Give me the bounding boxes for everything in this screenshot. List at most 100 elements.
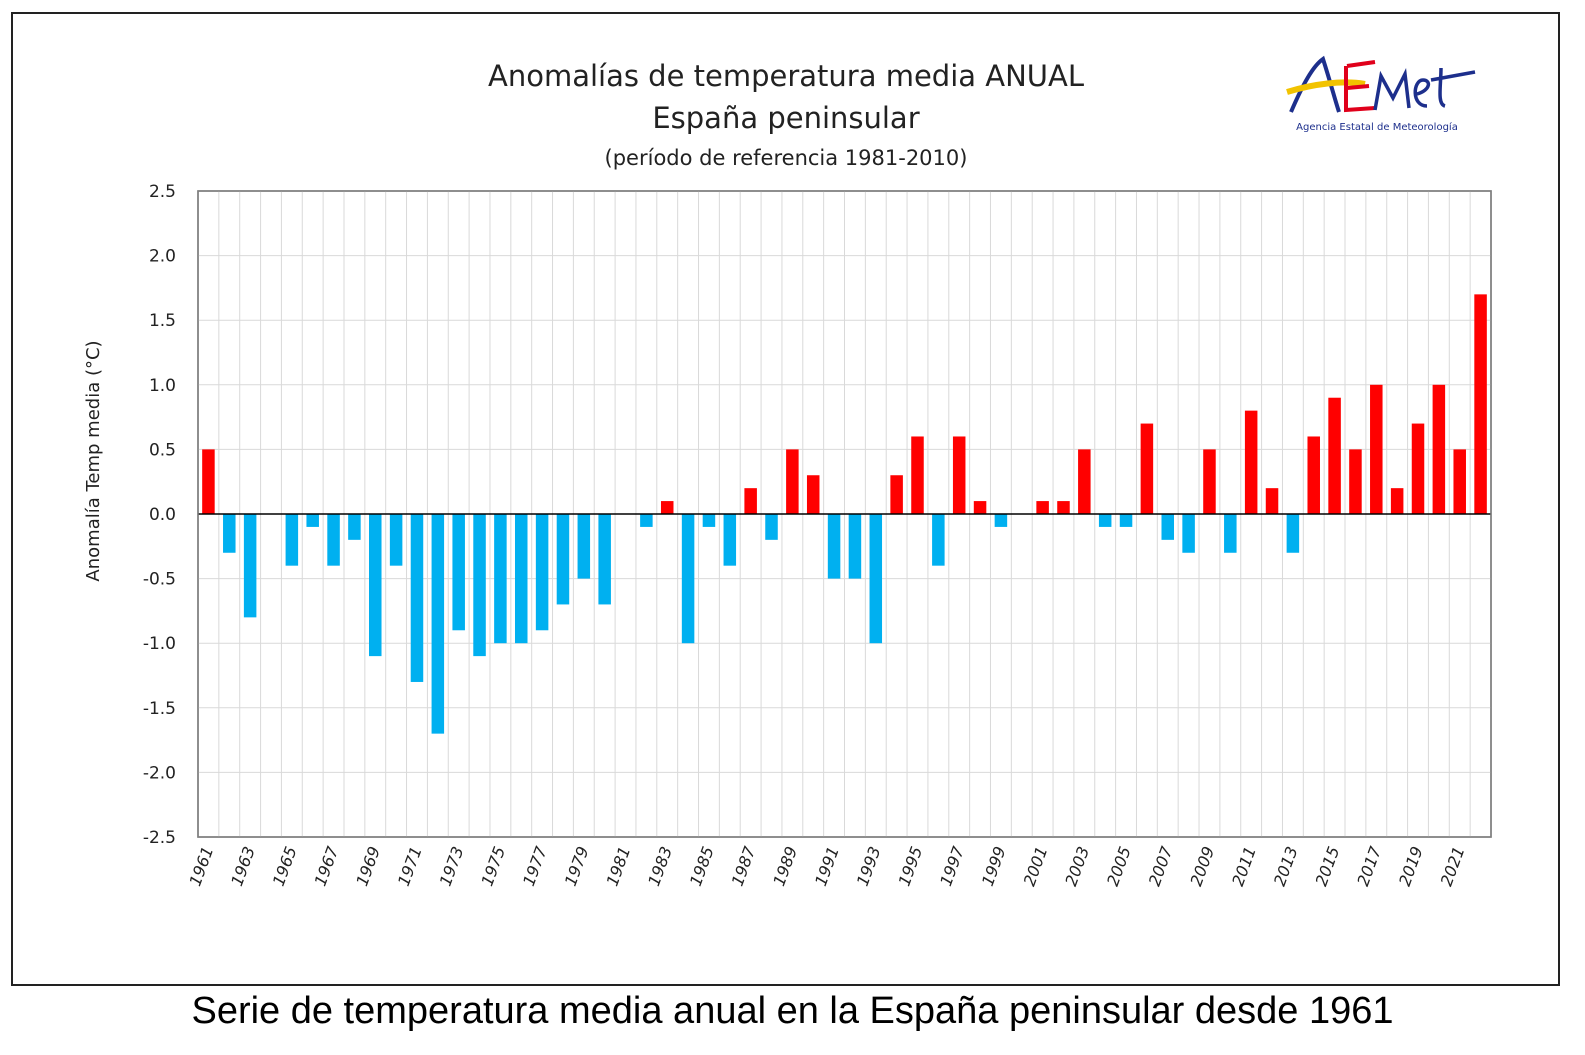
bar-2010 [1224, 514, 1237, 553]
x-tick-label: 2005 [1103, 844, 1135, 889]
bar-2014 [1307, 436, 1320, 514]
x-tick-label: 1979 [561, 844, 593, 889]
bar-2013 [1286, 514, 1300, 553]
x-axis-ticks: 1961 1963 1965 1967 1969 1971 1973 1975 1977 1979… [185, 843, 1468, 889]
y-axis-ticks: 2.5 2.0 1.5 1.0 0.5 0.0 -0.5 -1.0 -1.5 -2.0 -2.5 [143, 182, 176, 848]
x-tick-label: 2007 [1145, 843, 1177, 889]
x-tick-label: 1961 [185, 844, 217, 889]
x-tick-label: 1999 [978, 844, 1010, 889]
x-tick-label: 1991 [811, 844, 843, 889]
bar-2003 [1078, 449, 1091, 514]
chart-frame: Anomalías de temperatura media ANUAL Esp… [11, 12, 1560, 986]
logo-e-small-stroke [1413, 78, 1431, 108]
x-tick-label: 1971 [394, 844, 426, 889]
bar-1978 [556, 514, 570, 605]
x-tick-label: 2021 [1437, 844, 1469, 889]
bar-2020 [1432, 384, 1446, 514]
bar-1993 [869, 514, 883, 644]
bar-1995 [911, 436, 924, 514]
chart-title: Anomalías de temperatura media ANUAL [488, 59, 1084, 93]
bar-1967 [327, 514, 340, 566]
bar-2012 [1265, 488, 1279, 514]
bar-1996 [932, 514, 945, 566]
chart-svg: Anomalías de temperatura media ANUAL Esp… [83, 55, 1492, 889]
bar-1970 [389, 514, 403, 566]
x-tick-label: 2013 [1270, 844, 1302, 889]
bar-1991 [827, 514, 841, 579]
bar-1990 [806, 475, 820, 514]
x-tick-label: 1963 [227, 844, 259, 889]
x-tick-label: 2011 [1228, 844, 1260, 889]
x-tick-label: 1965 [269, 844, 301, 889]
x-tick-label: 2015 [1312, 844, 1344, 889]
bar-1999 [994, 514, 1008, 527]
bar-1962 [223, 514, 236, 553]
bar-2016 [1349, 449, 1362, 514]
y-tick-label: 0.5 [149, 440, 176, 460]
bar-2007 [1161, 514, 1175, 540]
x-tick-label: 1997 [936, 843, 968, 889]
x-tick-label: 2017 [1353, 843, 1385, 889]
bar-1976 [514, 514, 528, 644]
bar-2011 [1244, 410, 1258, 514]
x-tick-label: 1983 [644, 844, 676, 889]
bar-2009 [1203, 449, 1216, 514]
bar-1986 [723, 514, 737, 566]
y-tick-label: 2.5 [149, 182, 176, 202]
figure-caption: Serie de temperatura media anual en la E… [191, 990, 1394, 1032]
bar-1987 [744, 488, 757, 514]
bar-1985 [702, 514, 716, 527]
bar-1977 [535, 514, 549, 631]
title-group: Anomalías de temperatura media ANUAL Esp… [488, 59, 1084, 170]
y-tick-label: -2.0 [143, 763, 176, 783]
bar-1997 [952, 436, 966, 514]
logo-e-stroke [1344, 60, 1376, 113]
x-tick-label: 1967 [311, 843, 343, 889]
bar-1984 [681, 514, 695, 644]
bar-1992 [848, 514, 862, 579]
x-tick-label: 1975 [477, 844, 509, 889]
x-tick-label: 1973 [436, 844, 468, 889]
bar-1994 [890, 475, 903, 514]
x-tick-label: 1969 [352, 844, 384, 889]
y-axis-label: Anomalía Temp media (°C) [83, 340, 104, 581]
bar-2021 [1453, 449, 1466, 514]
x-tick-label: 2001 [1020, 844, 1052, 889]
x-tick-label: 1993 [853, 844, 885, 889]
y-tick-label: -1.0 [143, 634, 176, 654]
bar-2005 [1119, 514, 1133, 527]
bar-1969 [369, 514, 382, 657]
bar-2018 [1390, 488, 1404, 514]
bars [202, 294, 1487, 734]
logo-t-stroke [1430, 67, 1476, 108]
x-tick-label: 1981 [603, 844, 635, 889]
bar-1998 [973, 501, 987, 514]
logo-agency-name: Agencia Estatal de Meteorología [1296, 121, 1458, 133]
bar-2001 [1036, 501, 1049, 514]
bar-1980 [598, 514, 611, 605]
y-tick-label: -0.5 [143, 570, 176, 590]
bar-1989 [786, 449, 799, 514]
bar-2022 [1474, 294, 1487, 514]
bar-1971 [410, 514, 424, 682]
bar-1963 [243, 514, 257, 618]
bar-1973 [452, 514, 465, 631]
x-tick-label: 1977 [519, 843, 551, 889]
bar-2017 [1370, 384, 1383, 514]
bar-2008 [1182, 514, 1195, 553]
bar-1961 [202, 449, 215, 514]
y-tick-label: 0.0 [149, 505, 176, 525]
y-tick-label: 1.0 [149, 376, 176, 396]
x-tick-label: 1995 [894, 844, 926, 889]
y-tick-label: -2.5 [143, 828, 176, 848]
logo-m-stroke [1373, 67, 1411, 111]
bar-2004 [1098, 514, 1112, 527]
bar-1972 [431, 514, 445, 734]
x-tick-label: 2009 [1186, 844, 1218, 889]
bar-1965 [285, 514, 299, 566]
aemet-logo: Agencia Estatal de Meteorología [1286, 55, 1476, 133]
logo-yellow-swoosh [1286, 79, 1366, 95]
bar-1988 [765, 514, 778, 540]
bar-1975 [494, 514, 507, 644]
x-tick-label: 1987 [728, 843, 760, 889]
